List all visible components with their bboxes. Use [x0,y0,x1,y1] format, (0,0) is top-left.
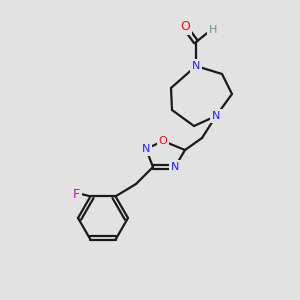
Text: H: H [209,25,217,35]
Text: N: N [212,111,220,121]
Text: N: N [192,61,200,71]
Text: N: N [142,144,150,154]
Text: N: N [171,162,179,172]
Text: F: F [73,188,80,201]
Text: O: O [159,136,167,146]
Text: O: O [180,20,190,34]
